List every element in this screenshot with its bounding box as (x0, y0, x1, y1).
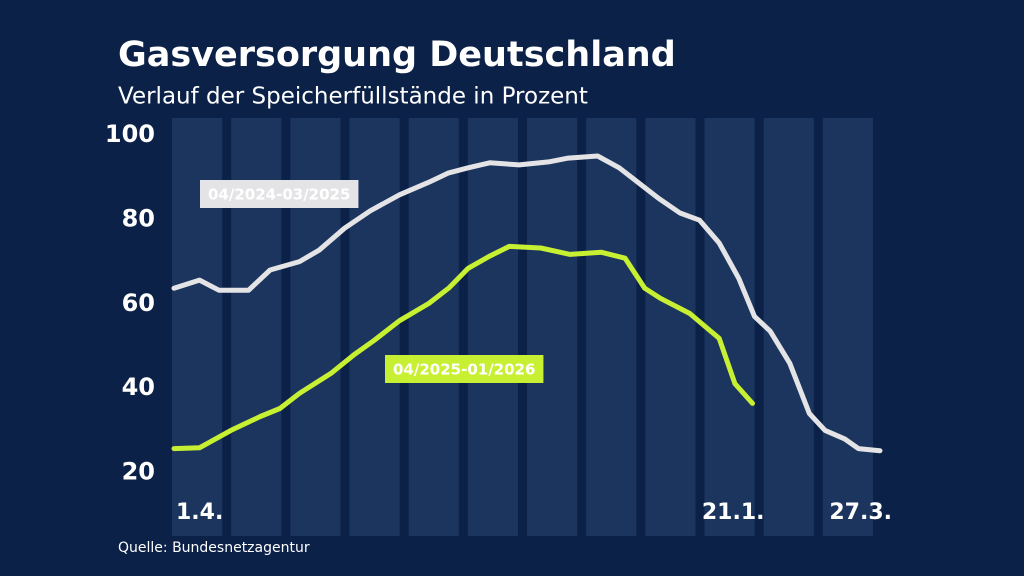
y-tick-label: 100 (105, 120, 155, 148)
x-tick-label: 1.4. (176, 500, 223, 525)
legend-label: 04/2025-01/2026 (393, 361, 535, 379)
chart-title: Gasversorgung Deutschland (118, 35, 676, 75)
month-stripe (704, 118, 755, 536)
month-stripe (822, 118, 873, 536)
month-stripe (645, 118, 696, 536)
y-tick-label: 60 (122, 289, 155, 317)
y-tick-label: 40 (122, 373, 155, 401)
source: Quelle: Bundesnetzagentur (118, 540, 310, 556)
month-stripe (586, 118, 637, 536)
month-stripe (527, 118, 578, 536)
month-stripe (467, 118, 518, 536)
y-tick-label: 80 (122, 204, 155, 232)
legend-box (200, 180, 359, 208)
y-tick-label: 20 (122, 458, 155, 486)
series-line (171, 243, 755, 452)
x-tick-label: 27.3. (829, 500, 892, 525)
legend-label: 04/2024-03/2025 (208, 186, 350, 204)
legend-box (385, 355, 544, 383)
chart-subtitle: Verlauf der Speicherfüllstände in Prozen… (118, 84, 588, 110)
series-line (171, 153, 883, 454)
x-tick-label: 21.1. (702, 500, 765, 525)
month-stripe (763, 118, 814, 536)
